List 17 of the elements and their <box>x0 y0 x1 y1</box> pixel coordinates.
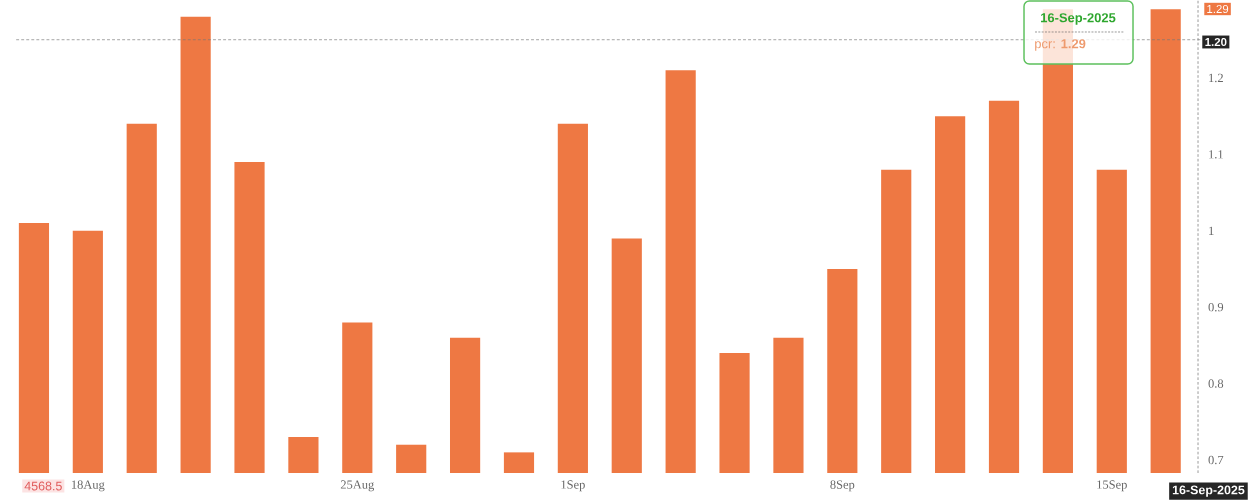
annotation: pcr: 1.29 <box>1035 39 1086 51</box>
y-tick-label: 1.2 <box>1209 73 1223 83</box>
y-tick-label: 0.8 <box>1208 379 1224 388</box>
y-tick-label: 0.9 <box>1208 302 1224 312</box>
x-tick-label: 1Sep <box>561 480 585 492</box>
y-tick-label: 0.7 <box>1208 455 1224 465</box>
x-tick-label: 15Sep <box>1097 480 1127 492</box>
text: 4568.5 <box>24 481 62 491</box>
annotation: 16-Sep-2025 <box>1041 13 1116 25</box>
x-tick-label: 18Aug <box>71 480 105 492</box>
text: 1.29 <box>1207 4 1229 14</box>
text: 1.20 <box>1205 37 1227 47</box>
y-tick-label: 1 <box>1209 226 1214 235</box>
y-tick-label: 1.1 <box>1209 150 1223 159</box>
text: 16-Sep-2025 <box>1172 485 1245 497</box>
x-tick-label: 8Sep <box>830 480 855 492</box>
x-tick-label: 25Aug <box>340 480 375 492</box>
